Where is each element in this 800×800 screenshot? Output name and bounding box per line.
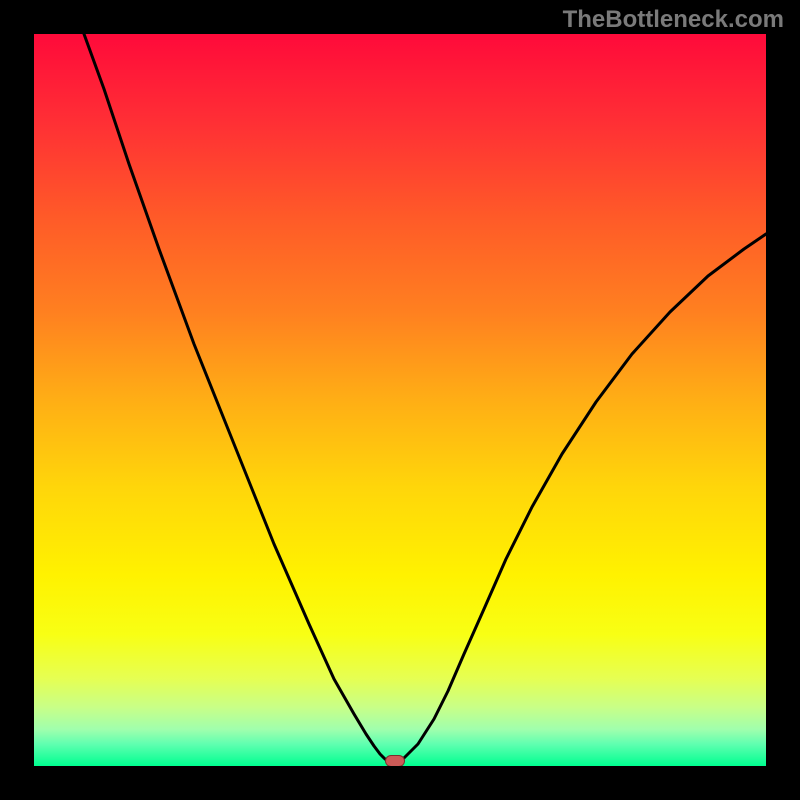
plot-area xyxy=(34,34,766,766)
optimum-marker xyxy=(385,755,405,766)
bottleneck-curve xyxy=(34,34,766,766)
watermark-text: TheBottleneck.com xyxy=(563,6,784,34)
chart-canvas: TheBottleneck.com xyxy=(0,0,800,800)
curve-path xyxy=(84,34,766,762)
